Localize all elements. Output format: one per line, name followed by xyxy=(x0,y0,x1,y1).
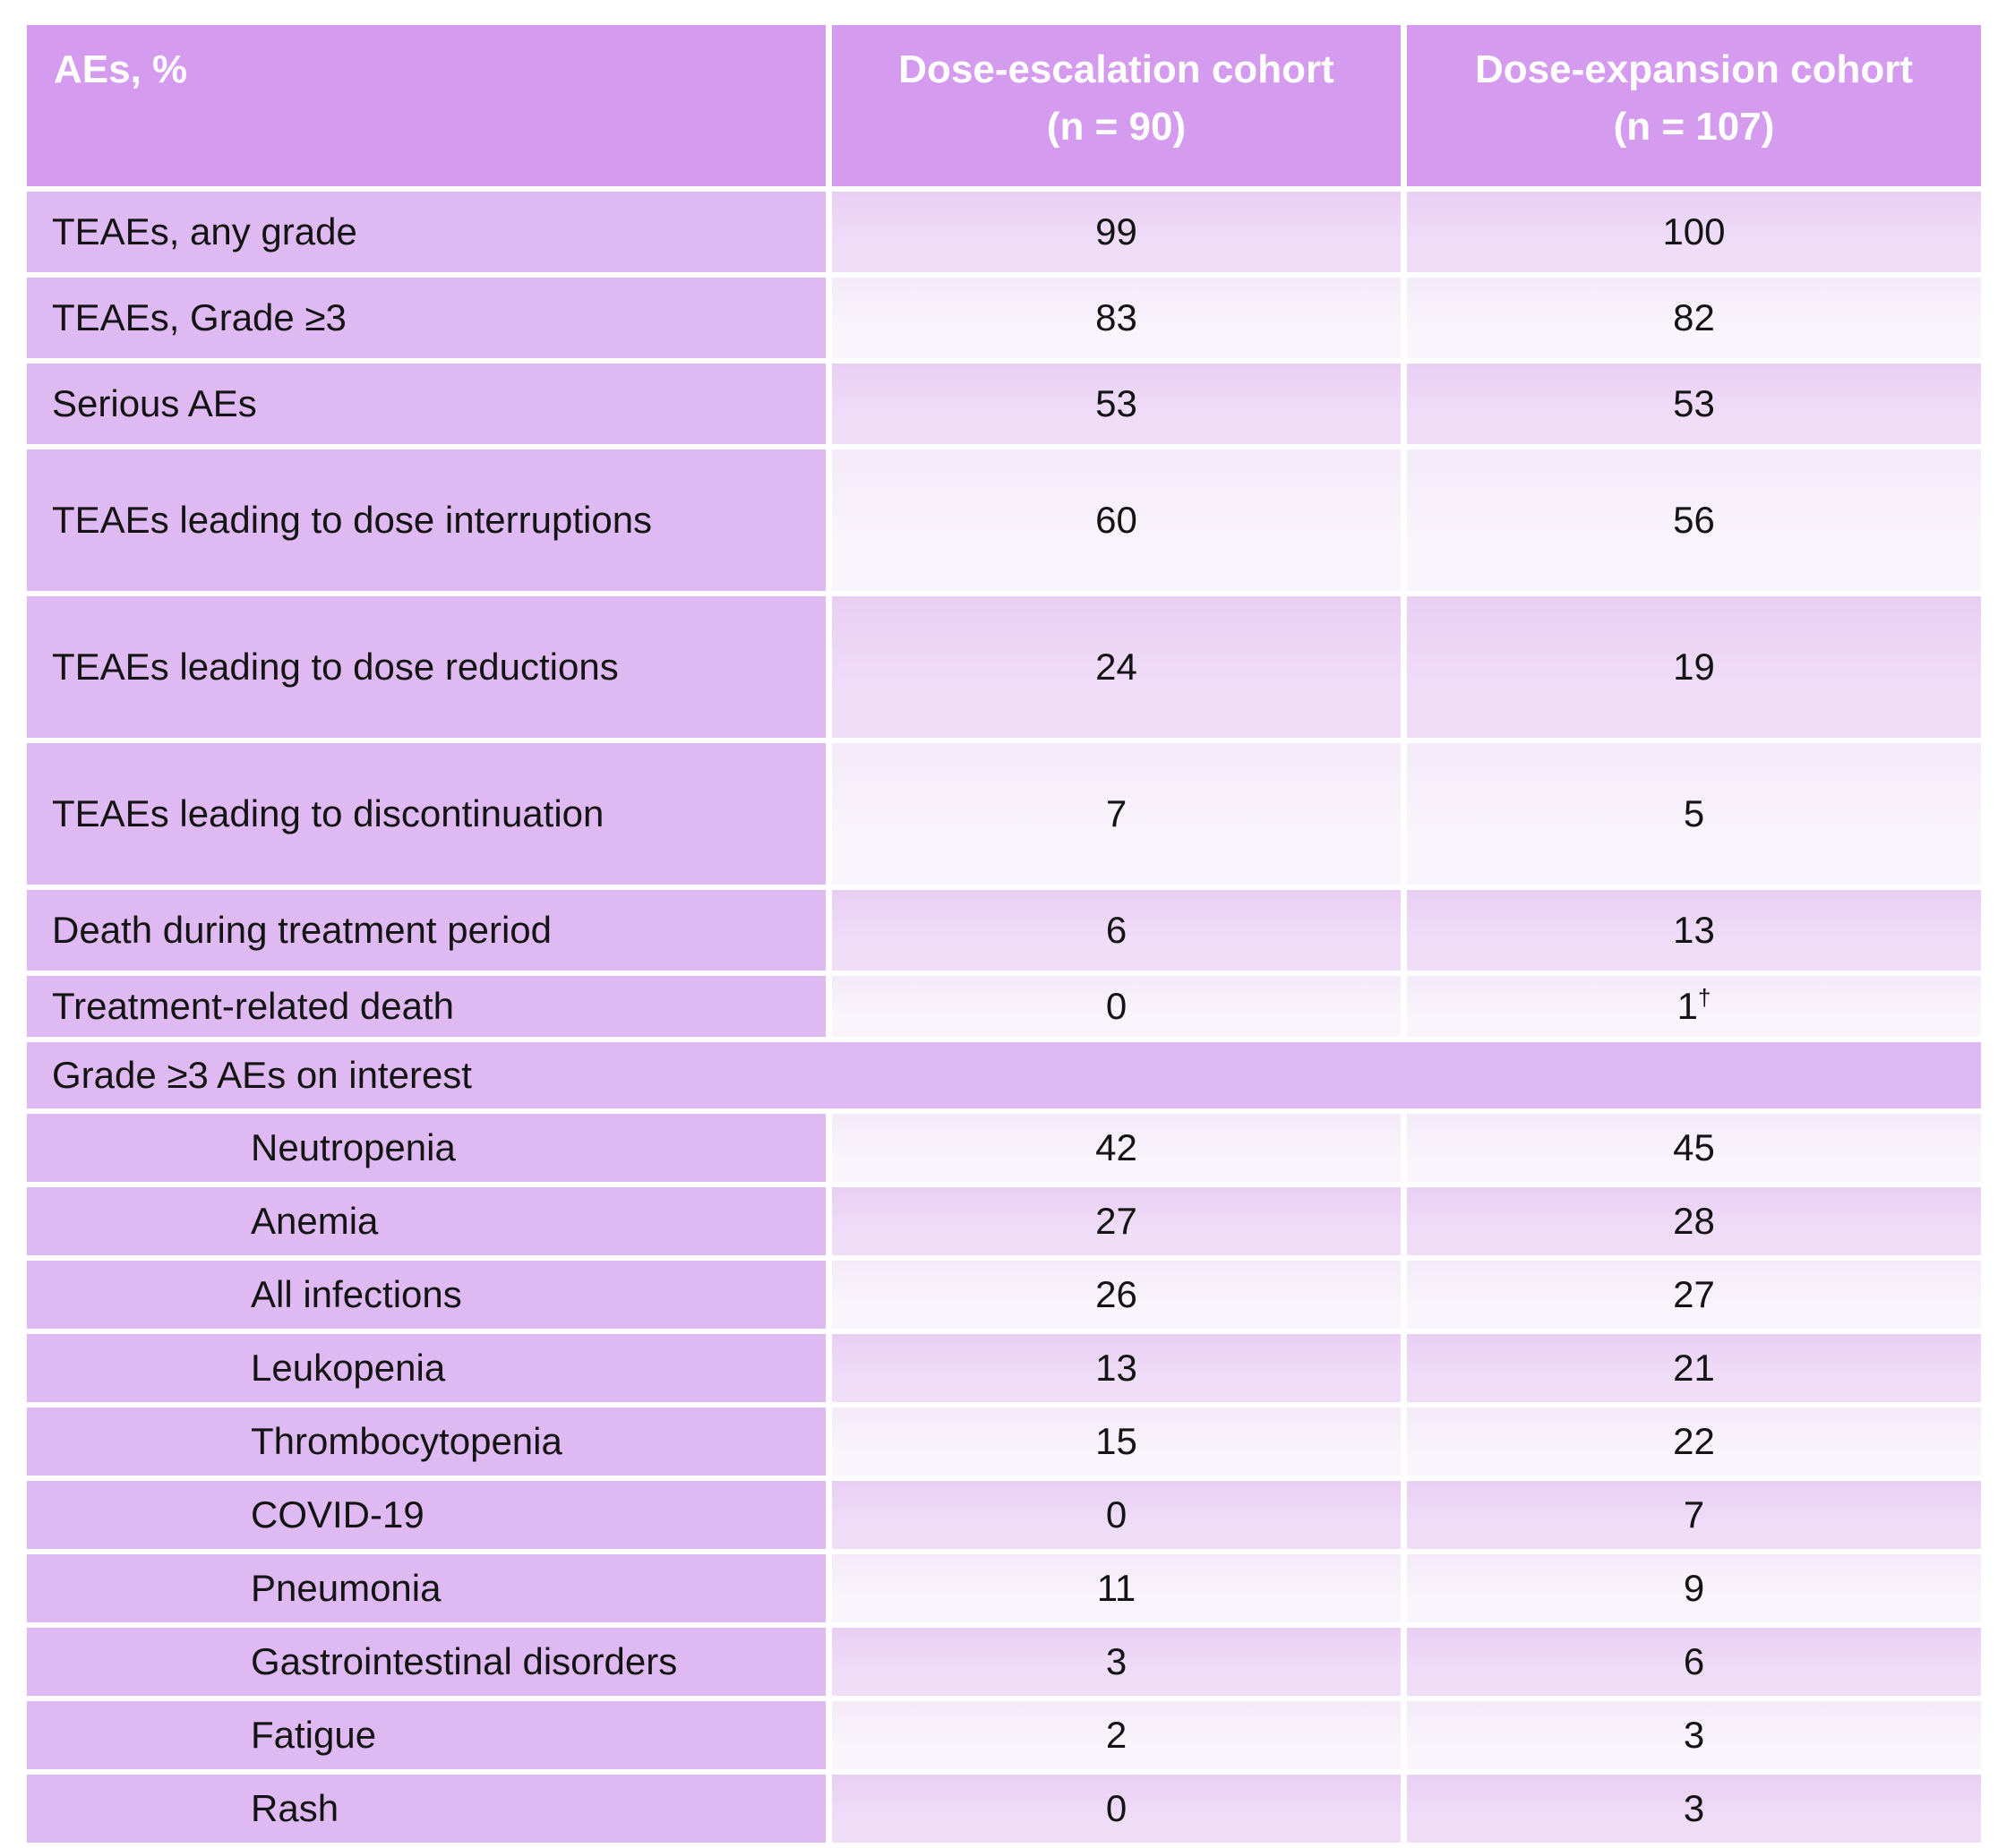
row-label: Gastrointestinal disorders xyxy=(27,1628,826,1696)
column-header-dose-expansion-subtitle: (n = 107) xyxy=(1613,105,1775,149)
dagger-footnote-marker: † xyxy=(1697,984,1711,1011)
table-row: Thrombocytopenia 15 22 xyxy=(27,1407,1981,1476)
escalation-value: 0 xyxy=(832,1775,1401,1843)
table-row: Serious AEs 53 53 xyxy=(27,364,1981,444)
column-header-aes: AEs, % xyxy=(27,25,826,186)
expansion-value: 7 xyxy=(1407,1481,1981,1549)
table-row: Treatment-related death 0 1† xyxy=(27,976,1981,1037)
row-label: Death during treatment period xyxy=(27,890,826,971)
expansion-value: 6 xyxy=(1407,1628,1981,1696)
table-row: All infections 26 27 xyxy=(27,1261,1981,1329)
row-label: Thrombocytopenia xyxy=(27,1407,826,1476)
row-label: Leukopenia xyxy=(27,1334,826,1402)
escalation-value: 13 xyxy=(832,1334,1401,1402)
column-header-aes-title: AEs, % xyxy=(54,47,188,91)
column-header-dose-escalation-title: Dose-escalation cohort xyxy=(898,47,1334,91)
row-label: Anemia xyxy=(27,1187,826,1255)
table-row: Death during treatment period 6 13 xyxy=(27,890,1981,971)
table-row: Gastrointestinal disorders 3 6 xyxy=(27,1628,1981,1696)
escalation-value: 26 xyxy=(832,1261,1401,1329)
table-row: TEAEs leading to discontinuation 7 5 xyxy=(27,743,1981,885)
escalation-value: 53 xyxy=(832,364,1401,444)
row-label: Neutropenia xyxy=(27,1114,826,1182)
table-row: TEAEs leading to dose reductions 24 19 xyxy=(27,596,1981,738)
expansion-value: 9 xyxy=(1407,1554,1981,1622)
table-row: TEAEs, Grade ≥3 83 82 xyxy=(27,278,1981,358)
table-row: Fatigue 2 3 xyxy=(27,1701,1981,1769)
expansion-value: 27 xyxy=(1407,1261,1981,1329)
escalation-value: 7 xyxy=(832,743,1401,885)
column-header-dose-escalation: Dose-escalation cohort (n = 90) xyxy=(832,25,1401,186)
expansion-value: 1† xyxy=(1407,976,1981,1037)
row-label: Fatigue xyxy=(27,1701,826,1769)
escalation-value: 24 xyxy=(832,596,1401,738)
escalation-value: 99 xyxy=(832,192,1401,272)
expansion-value: 22 xyxy=(1407,1407,1981,1476)
table-row: Anemia 27 28 xyxy=(27,1187,1981,1255)
escalation-value: 6 xyxy=(832,890,1401,971)
expansion-value: 3 xyxy=(1407,1775,1981,1843)
row-label: TEAEs leading to discontinuation xyxy=(27,743,826,885)
row-label: TEAEs leading to dose reductions xyxy=(27,596,826,738)
row-label: TEAEs, any grade xyxy=(27,192,826,272)
row-label: Serious AEs xyxy=(27,364,826,444)
escalation-value: 42 xyxy=(832,1114,1401,1182)
escalation-value: 60 xyxy=(832,449,1401,591)
expansion-value: 21 xyxy=(1407,1334,1981,1402)
escalation-value: 2 xyxy=(832,1701,1401,1769)
table-row: TEAEs, any grade 99 100 xyxy=(27,192,1981,272)
table-row: Pneumonia 11 9 xyxy=(27,1554,1981,1622)
expansion-value: 28 xyxy=(1407,1187,1981,1255)
row-label: Pneumonia xyxy=(27,1554,826,1622)
section-row: Grade ≥3 AEs on interest xyxy=(27,1042,1981,1108)
table-row: Rash 0 3 xyxy=(27,1775,1981,1843)
expansion-value: 53 xyxy=(1407,364,1981,444)
expansion-value: 19 xyxy=(1407,596,1981,738)
column-header-dose-expansion: Dose-expansion cohort (n = 107) xyxy=(1407,25,1981,186)
escalation-value: 0 xyxy=(832,976,1401,1037)
table-row: Leukopenia 13 21 xyxy=(27,1334,1981,1402)
expansion-value: 13 xyxy=(1407,890,1981,971)
row-label: TEAEs leading to dose interruptions xyxy=(27,449,826,591)
row-label: COVID-19 xyxy=(27,1481,826,1549)
escalation-value: 15 xyxy=(832,1407,1401,1476)
escalation-value: 11 xyxy=(832,1554,1401,1622)
table-row: TEAEs leading to dose interruptions 60 5… xyxy=(27,449,1981,591)
escalation-value: 0 xyxy=(832,1481,1401,1549)
row-label: All infections xyxy=(27,1261,826,1329)
expansion-value: 100 xyxy=(1407,192,1981,272)
row-label: Rash xyxy=(27,1775,826,1843)
expansion-value: 5 xyxy=(1407,743,1981,885)
expansion-value: 56 xyxy=(1407,449,1981,591)
table-body: TEAEs, any grade 99 100 TEAEs, Grade ≥3 … xyxy=(27,192,1981,1843)
table-row: COVID-19 0 7 xyxy=(27,1481,1981,1549)
adverse-events-table: AEs, % Dose-escalation cohort (n = 90) D… xyxy=(21,20,1987,1848)
expansion-value: 45 xyxy=(1407,1114,1981,1182)
row-label: TEAEs, Grade ≥3 xyxy=(27,278,826,358)
escalation-value: 3 xyxy=(832,1628,1401,1696)
column-header-dose-expansion-title: Dose-expansion cohort xyxy=(1475,47,1913,91)
header-row: AEs, % Dose-escalation cohort (n = 90) D… xyxy=(27,25,1981,186)
row-label: Treatment-related death xyxy=(27,976,826,1037)
expansion-value: 3 xyxy=(1407,1701,1981,1769)
escalation-value: 27 xyxy=(832,1187,1401,1255)
escalation-value: 83 xyxy=(832,278,1401,358)
section-label: Grade ≥3 AEs on interest xyxy=(27,1042,1981,1108)
column-header-dose-escalation-subtitle: (n = 90) xyxy=(1046,105,1187,149)
table-row: Neutropenia 42 45 xyxy=(27,1114,1981,1182)
expansion-value: 82 xyxy=(1407,278,1981,358)
